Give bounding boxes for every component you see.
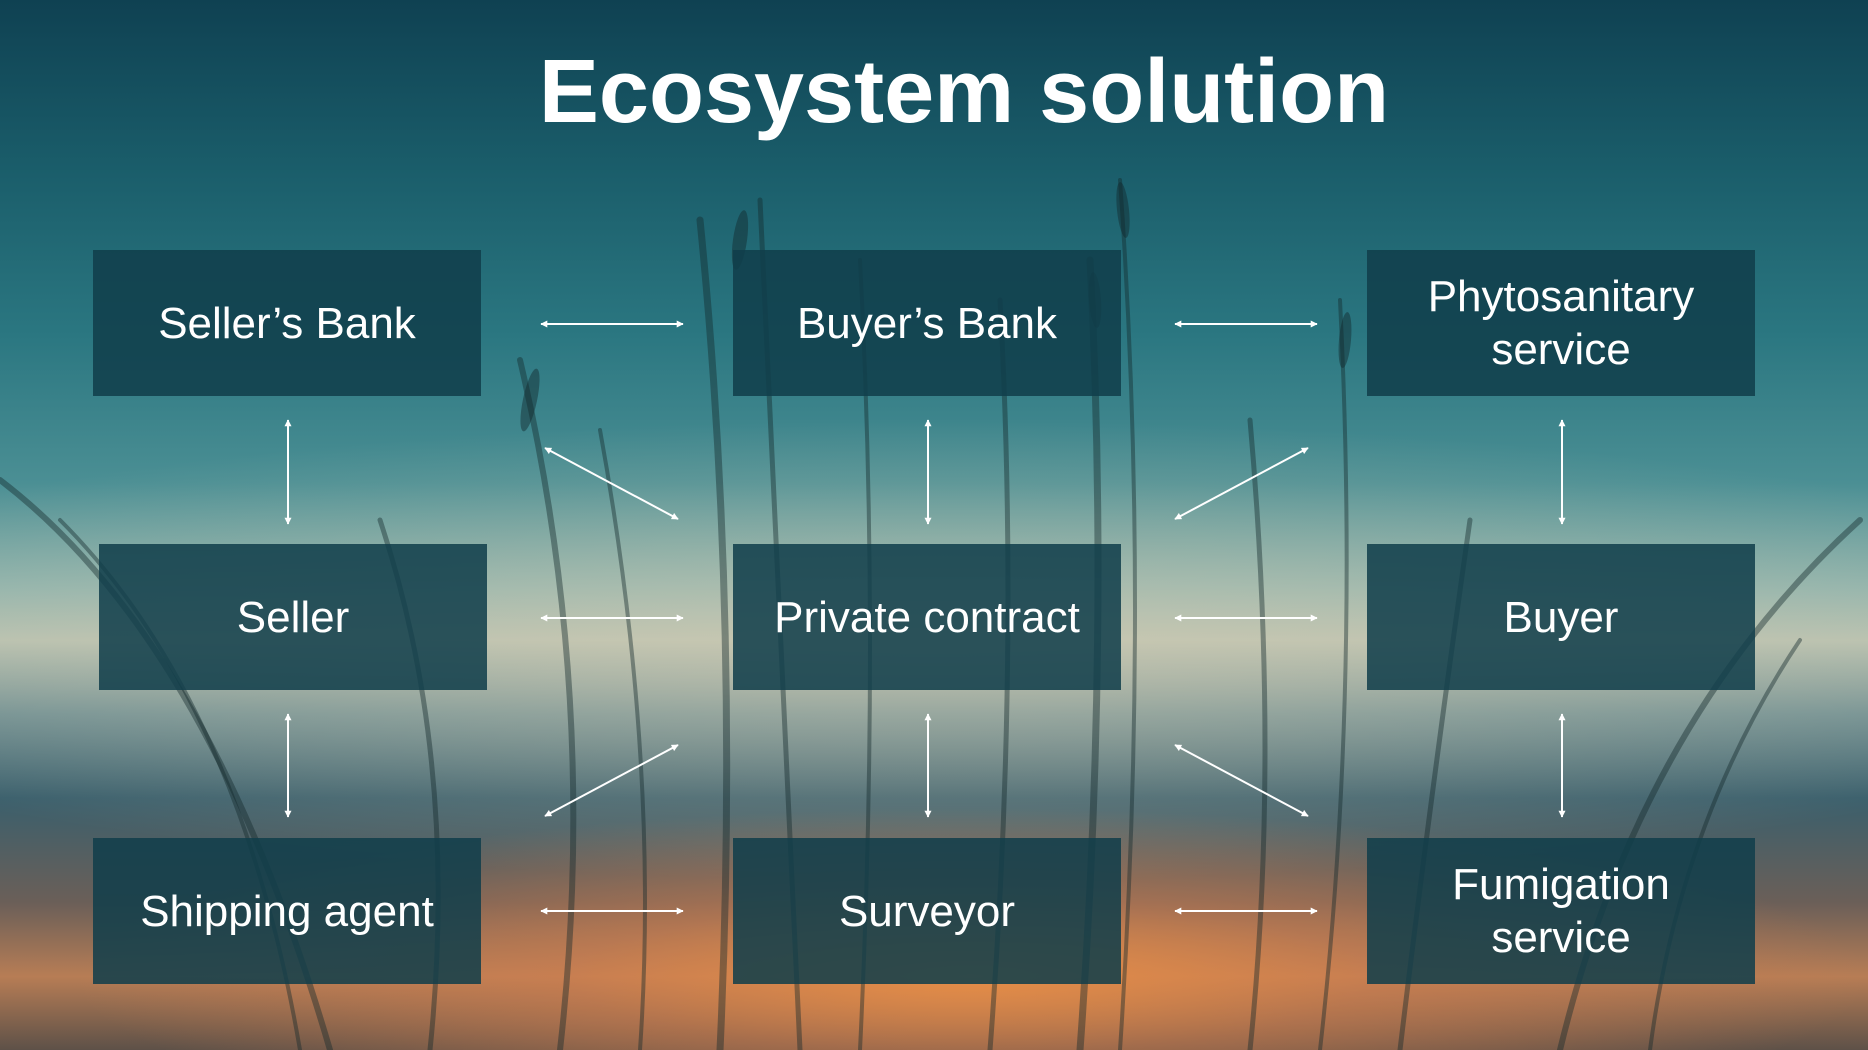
arrow-shipping-agent-private-contract [544, 744, 679, 817]
slide-title: Ecosystem solution [538, 42, 1390, 142]
node-fumigation-service: Fumigation service [1367, 838, 1755, 984]
node-phytosanitary-service-label: Phytosanitary service [1427, 272, 1695, 374]
arrow-phytosanitary-private-contract [1174, 447, 1309, 520]
node-seller: Seller [99, 544, 487, 690]
node-buyer: Buyer [1367, 544, 1755, 690]
node-surveyor: Surveyor [733, 838, 1121, 984]
node-private-contract: Private contract [733, 544, 1121, 690]
node-buyers-bank: Buyer’s Bank [733, 250, 1121, 396]
node-sellers-bank: Seller’s Bank [93, 250, 481, 396]
arrow-fumigation-private-contract [1174, 744, 1309, 817]
node-surveyor-label: Surveyor [838, 886, 1016, 936]
node-private-contract-label: Private contract [774, 592, 1080, 642]
node-seller-label: Seller [236, 592, 350, 642]
node-shipping-agent: Shipping agent [93, 838, 481, 984]
arrow-sellers-bank-private-contract [544, 447, 679, 520]
node-phytosanitary-service: Phytosanitary service [1367, 250, 1755, 396]
node-buyer-label: Buyer [1503, 592, 1619, 642]
node-buyers-bank-label: Buyer’s Bank [796, 298, 1058, 348]
node-sellers-bank-label: Seller’s Bank [158, 298, 416, 348]
node-fumigation-service-label: Fumigation service [1452, 860, 1670, 962]
node-shipping-agent-label: Shipping agent [140, 886, 434, 936]
